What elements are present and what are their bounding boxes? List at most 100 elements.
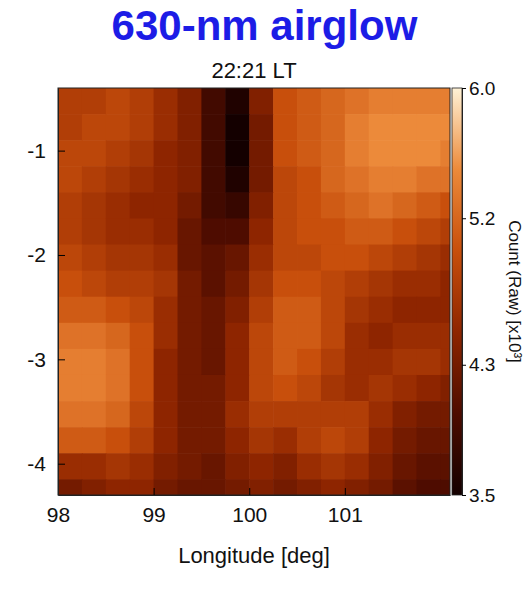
y-tick-label: -4 (27, 452, 46, 475)
cell (345, 218, 370, 245)
cell (82, 140, 107, 167)
cell (154, 427, 179, 454)
cell (393, 479, 418, 495)
cell (321, 166, 346, 193)
cell (440, 88, 450, 115)
cell (369, 375, 394, 402)
cell (321, 349, 346, 376)
cell (225, 192, 250, 219)
x-tick-label: 98 (47, 503, 70, 526)
cell (58, 166, 83, 193)
cell (321, 401, 346, 428)
y-tick-mark (58, 359, 65, 360)
cell (393, 166, 418, 193)
cell (154, 271, 179, 298)
cell (393, 271, 418, 298)
cell (201, 88, 226, 115)
cell (201, 271, 226, 298)
cell (369, 401, 394, 428)
cell (249, 479, 274, 495)
cell (273, 349, 298, 376)
cell (178, 323, 203, 350)
cell (345, 453, 370, 480)
cell (393, 323, 418, 350)
cell (58, 88, 83, 115)
cell (106, 271, 131, 298)
cell (249, 88, 274, 115)
cell (345, 479, 370, 495)
cell (225, 114, 250, 141)
cell (345, 401, 370, 428)
cell (393, 218, 418, 245)
colorbar-tick-mark (462, 218, 466, 219)
cell (440, 166, 450, 193)
cell (440, 349, 450, 376)
cell (82, 114, 107, 141)
cell (273, 375, 298, 402)
cell (106, 349, 131, 376)
cell (154, 401, 179, 428)
cell (249, 245, 274, 272)
cell (369, 297, 394, 324)
cell (321, 427, 346, 454)
cell (321, 479, 346, 495)
cell (321, 245, 346, 272)
cell (345, 114, 370, 141)
cell (345, 140, 370, 167)
cell (345, 166, 370, 193)
cell (130, 401, 155, 428)
cell (417, 192, 442, 219)
cell (321, 218, 346, 245)
chart: 630-nm airglow22:21 LT9899100101-1-2-3-4… (0, 0, 529, 591)
cell (249, 166, 274, 193)
x-tick-mark (345, 488, 346, 495)
cell (178, 140, 203, 167)
cell (58, 192, 83, 219)
x-tick-label: 101 (328, 503, 363, 526)
cell (417, 323, 442, 350)
y-axis-line (58, 89, 59, 496)
cell (58, 375, 83, 402)
cell (297, 245, 322, 272)
cell (345, 323, 370, 350)
cell (417, 401, 442, 428)
cell (82, 375, 107, 402)
colorbar-tick-label: 5.2 (469, 208, 495, 229)
y-tick: -3 (27, 348, 65, 371)
cell (201, 323, 226, 350)
cell (273, 166, 298, 193)
cell (58, 297, 83, 324)
cell (106, 297, 131, 324)
y-axis: -1-2-3-4 (27, 89, 65, 496)
cell (130, 245, 155, 272)
cell (440, 375, 450, 402)
cell (297, 271, 322, 298)
cell (249, 140, 274, 167)
cell (178, 479, 203, 495)
cell (321, 114, 346, 141)
cell (130, 297, 155, 324)
cell (273, 114, 298, 141)
cell (321, 323, 346, 350)
cell (225, 166, 250, 193)
cell (345, 375, 370, 402)
cell (369, 140, 394, 167)
x-tick-mark (154, 488, 155, 495)
cell (106, 479, 131, 495)
y-tick: -4 (27, 452, 65, 475)
cell (440, 453, 450, 480)
cell (440, 245, 450, 272)
cell (178, 453, 203, 480)
cell (417, 88, 442, 115)
cell (201, 375, 226, 402)
cell (154, 323, 179, 350)
x-tick-label: 100 (232, 503, 267, 526)
cell (154, 375, 179, 402)
cell (273, 140, 298, 167)
cell (106, 88, 131, 115)
cell (417, 297, 442, 324)
x-axis-line (59, 495, 451, 496)
cell (297, 140, 322, 167)
cell (154, 479, 179, 495)
cell (82, 245, 107, 272)
